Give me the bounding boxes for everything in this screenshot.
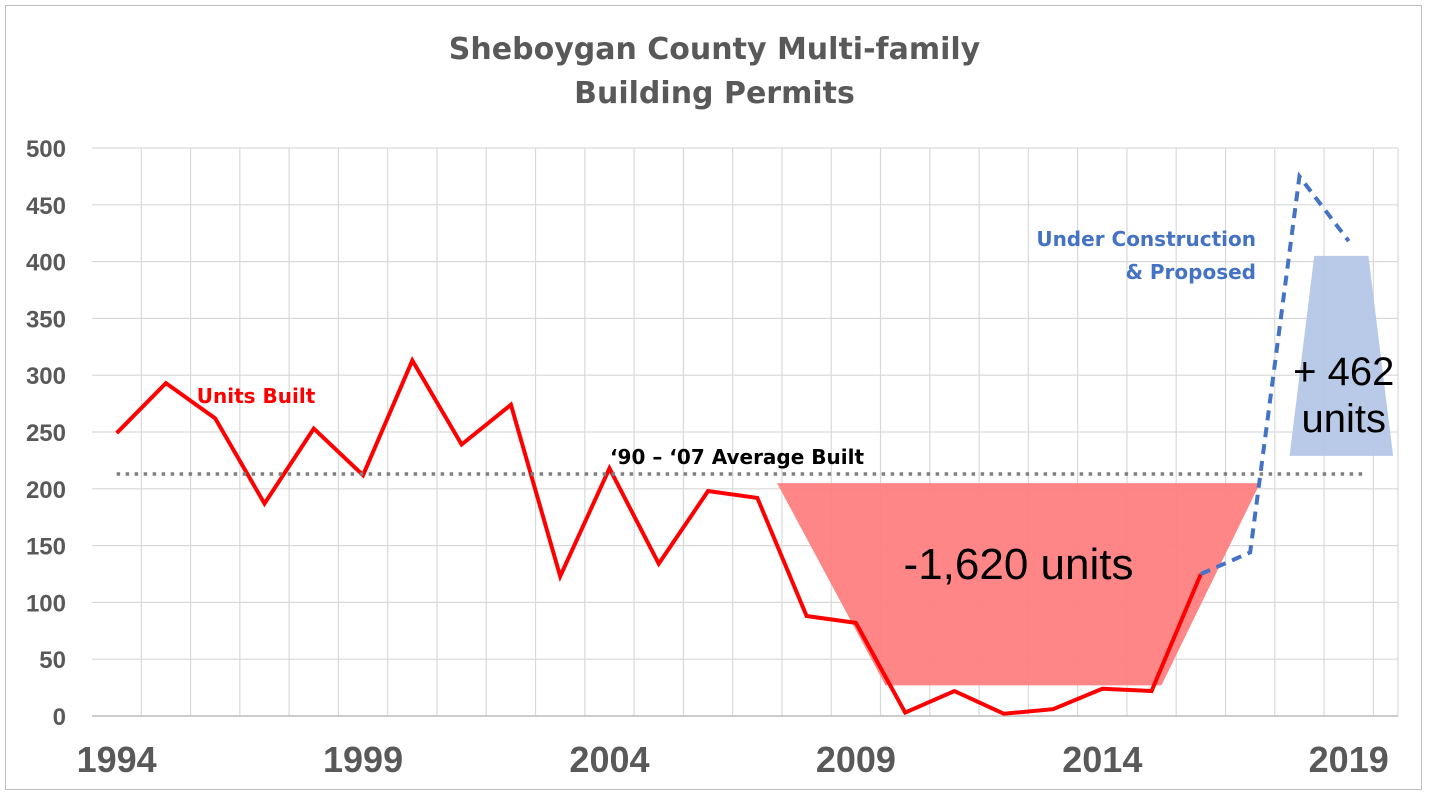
y-tick-label: 350: [26, 306, 66, 333]
deficit-label: -1,620 units: [904, 540, 1134, 589]
under-construction-label-line-1: Under Construction: [1036, 227, 1256, 251]
x-tick-label: 1999: [323, 739, 403, 780]
x-tick-label: 2019: [1309, 739, 1389, 780]
under-construction-label-line-2: & Proposed: [1125, 260, 1256, 284]
surplus-area: [1289, 255, 1394, 456]
y-tick-label: 150: [26, 534, 66, 561]
y-tick-label: 400: [26, 250, 66, 277]
y-tick-label: 50: [39, 647, 66, 674]
x-tick-label: 1994: [77, 739, 157, 780]
chart-title: Sheboygan County Multi-family Building P…: [0, 28, 1429, 116]
units-built-line: [115, 356, 1203, 716]
average-built-label: ‘90 – ‘07 Average Built: [610, 445, 865, 469]
y-tick-label: 450: [26, 193, 66, 220]
chart-title-line-2: Building Permits: [574, 76, 855, 111]
under-construction-line: [1200, 171, 1351, 576]
y-tick-label: 0: [53, 704, 66, 731]
y-tick-label: 100: [26, 590, 66, 617]
deficit-area: [777, 483, 1261, 686]
x-tick-label: 2004: [569, 739, 649, 780]
surplus-label-line-2: units: [1302, 397, 1387, 441]
x-tick-label: 2009: [816, 739, 896, 780]
units-built-label: Units Built: [197, 384, 316, 408]
surplus-label-line-1: + 462: [1293, 350, 1394, 394]
y-tick-label: 200: [26, 477, 66, 504]
y-tick-label: 300: [26, 363, 66, 390]
y-tick-label: 500: [26, 136, 66, 163]
x-tick-label: 2014: [1062, 739, 1142, 780]
chart-title-line-1: Sheboygan County Multi-family: [448, 32, 981, 67]
y-tick-label: 250: [26, 420, 66, 447]
